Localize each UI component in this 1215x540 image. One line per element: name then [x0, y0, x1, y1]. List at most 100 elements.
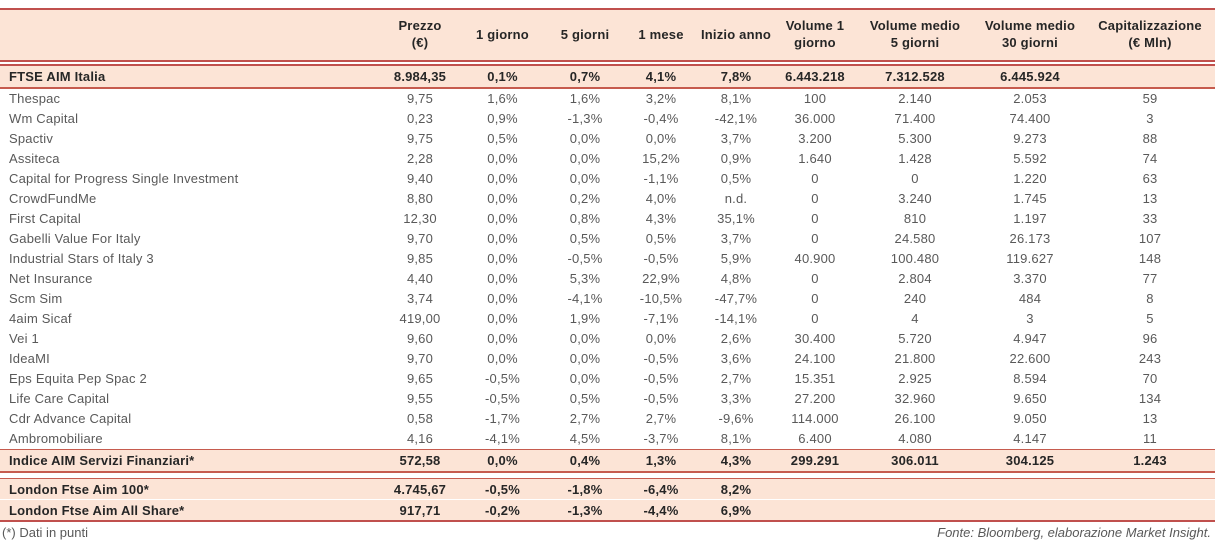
row-value: 1,6%	[569, 91, 601, 106]
row-value: 0,23	[406, 111, 434, 126]
row-value: 0,5%	[645, 231, 677, 246]
row-value: 36.000	[794, 111, 836, 126]
row-value: 3	[1026, 311, 1034, 326]
index-row-ftse-aim-italia: FTSE AIM Italia 8.984,35 0,1% 0,7% 4,1% 7,8% 6…	[0, 66, 1215, 87]
row-value: 7.312.528	[885, 69, 945, 84]
row-value: 1.745	[1013, 191, 1047, 206]
row-value: 33	[1142, 211, 1158, 226]
row-value: 0,58	[406, 411, 434, 426]
row-value: 0,0%	[487, 211, 518, 226]
row-value: 0,4%	[569, 453, 601, 468]
row-value: 119.627	[1006, 251, 1054, 266]
row-value: 0,0%	[569, 371, 601, 386]
table-row: 4aim Sicaf 419,00 0,0% 1,9% -7,1% -14,1% 0 4 3 5	[0, 308, 1215, 329]
row-value: 88	[1142, 131, 1158, 146]
row-value: 8,1%	[720, 431, 752, 446]
row-name: Life Care Capital	[9, 391, 110, 406]
source-credit: Fonte: Bloomberg, elaborazione Market In…	[937, 525, 1211, 540]
header-line1: Prezzo	[398, 18, 442, 34]
header-line1: Volume medio	[984, 18, 1076, 34]
row-value: 299.291	[790, 453, 840, 468]
row-value: 9.273	[1013, 131, 1047, 146]
row-value: 3	[1146, 111, 1154, 126]
row-value: -0,5%	[567, 251, 603, 266]
table-row: Wm Capital 0,23 0,9% -1,3% -0,4% -42,1% 36.000…	[0, 108, 1215, 129]
services-separator-top	[0, 471, 1215, 473]
header-cell: Volume medio 30 giorni	[975, 18, 1085, 52]
row-name: Ambromobiliare	[9, 431, 103, 446]
row-value: -1,1%	[643, 171, 679, 186]
row-value: 26.173	[1009, 231, 1051, 246]
row-value: 0,5%	[569, 391, 601, 406]
row-value: 2,28	[406, 151, 434, 166]
row-value: 0,0%	[569, 131, 601, 146]
row-name: Thespac	[9, 91, 61, 106]
row-value: 74.400	[1009, 111, 1051, 126]
row-value: 9,40	[406, 171, 434, 186]
row-value: 0,0%	[487, 351, 518, 366]
row-value: 0,9%	[720, 151, 752, 166]
row-value: -0,5%	[643, 251, 679, 266]
table-row: Ambromobiliare 4,16 -4,1% 4,5% -3,7% 8,1% 6.40…	[0, 428, 1215, 449]
table-row: Net Insurance 4,40 0,0% 5,3% 22,9% 4,8% 0 2.804…	[0, 268, 1215, 289]
header-line1: 1 mese	[638, 26, 684, 42]
row-value: -0,5%	[485, 371, 520, 386]
header-cell: 1 mese	[625, 27, 697, 44]
row-value: 2.140	[898, 91, 932, 106]
row-value: 9,55	[406, 391, 434, 406]
row-value: 8.984,35	[393, 69, 447, 84]
row-value: 0,0%	[645, 331, 677, 346]
row-value: 8.594	[1013, 371, 1047, 386]
row-value: 0,0%	[487, 191, 518, 206]
row-value: 0	[811, 171, 819, 186]
header-cell: 1 giorno	[460, 27, 545, 44]
row-value: 8	[1146, 291, 1154, 306]
row-value: 810	[903, 211, 927, 226]
row-value: 9,70	[406, 231, 434, 246]
row-value: 1.243	[1133, 453, 1167, 468]
row-value: 15,2%	[642, 151, 680, 166]
row-name: Indice AIM Servizi Finanziari*	[9, 453, 195, 468]
row-value: 3,7%	[720, 131, 752, 146]
row-value: 1.220	[1013, 171, 1047, 186]
row-value: 21.800	[894, 351, 936, 366]
row-value: 917,71	[399, 502, 441, 518]
header-line1: Inizio anno	[700, 26, 772, 42]
header-cell: Volume medio 5 giorni	[855, 18, 975, 52]
row-name: Assiteca	[9, 151, 60, 166]
row-value: -0,5%	[485, 481, 520, 497]
row-value: 7,8%	[720, 69, 752, 84]
row-value: 2,7%	[720, 371, 752, 386]
row-value: 0,0%	[487, 171, 518, 186]
row-value: -0,5%	[485, 391, 520, 406]
table-row: Assiteca 2,28 0,0% 0,0% 15,2% 0,9% 1.640 1.428 5…	[0, 148, 1215, 169]
services-separator-bottom	[0, 477, 1215, 479]
row-value: 6,9%	[720, 502, 752, 518]
row-value: 4,8%	[720, 271, 752, 286]
row-value: 5	[1146, 311, 1154, 326]
row-value: 0	[811, 311, 819, 326]
row-value: -47,7%	[714, 291, 758, 306]
london-row-separator	[0, 499, 1215, 500]
header-line1: Capitalizzazione	[1098, 18, 1202, 34]
row-value: 0,0%	[487, 271, 518, 286]
row-value: -0,5%	[643, 351, 679, 366]
row-name: Industrial Stars of Italy 3	[9, 251, 154, 266]
row-value: 3,2%	[645, 91, 677, 106]
row-value: 22,9%	[642, 271, 680, 286]
table-row: Capital for Progress Single Investment 9,…	[0, 168, 1215, 189]
row-value: 1.197	[1013, 211, 1047, 226]
row-value: -1,3%	[567, 111, 603, 126]
row-value: 5.592	[1013, 151, 1047, 166]
row-value: 71.400	[894, 111, 936, 126]
index-row-aim-servizi-finanziari: Indice AIM Servizi Finanziari* 572,58 0,0%…	[0, 450, 1215, 471]
row-value: 306.011	[891, 453, 939, 468]
header-separator-gap	[0, 62, 1215, 64]
table-row: Scm Sim 3,74 0,0% -4,1% -10,5% -47,7% 0 240 484 8	[0, 288, 1215, 309]
row-name: FTSE AIM Italia	[9, 69, 106, 84]
row-value: 0,0%	[487, 251, 518, 266]
header-line2: (€ Mln)	[1128, 35, 1172, 50]
row-name: Gabelli Value For Italy	[9, 231, 141, 246]
row-value: 100.480	[890, 251, 940, 266]
row-value: 3,7%	[720, 231, 752, 246]
